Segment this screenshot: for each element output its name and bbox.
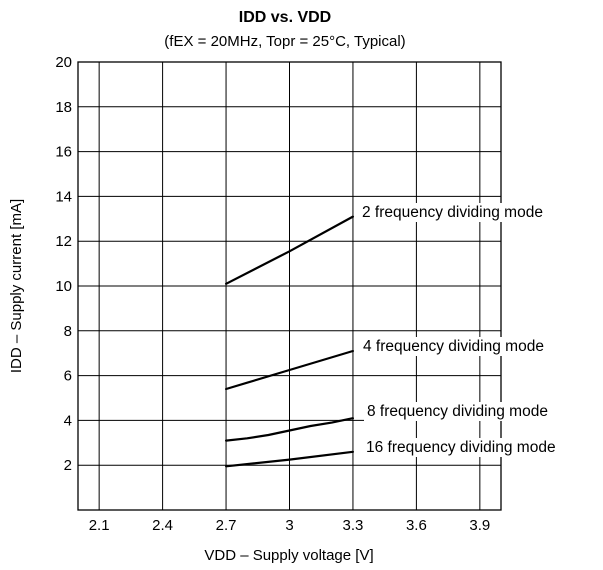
series-line	[225, 417, 354, 442]
x-tick-label: 2.4	[152, 517, 173, 534]
plot-border	[77, 61, 502, 511]
series-label-background	[364, 402, 551, 421]
y-axis-label: IDD – Supply current [mA]	[8, 199, 25, 373]
y-axis-tick-labels: 2 4 6 8 10 12 14 16 18 20	[55, 54, 72, 474]
series-line	[225, 450, 354, 468]
y-tick-label: 18	[55, 99, 72, 116]
series-label: 4 frequency dividing mode	[363, 338, 544, 355]
series-lines	[225, 215, 354, 468]
x-tick-label: 2.1	[89, 517, 110, 534]
y-tick-label: 4	[64, 412, 72, 429]
series-label-background	[363, 438, 559, 457]
y-tick-label: 14	[55, 188, 72, 205]
plot-frame	[77, 61, 502, 511]
x-axis-tick-labels: 2.1 2.4 2.7 3 3.3 3.6 3.9	[89, 517, 491, 534]
x-tick-label: 3.3	[343, 517, 364, 534]
x-tick-label: 3	[285, 517, 293, 534]
grid-lines	[78, 62, 501, 510]
y-tick-label: 6	[64, 368, 72, 385]
series-line	[225, 349, 354, 391]
chart-subtitle: (fEX = 20MHz, Topr = 25°C, Typical)	[164, 33, 405, 50]
series-label: 8 frequency dividing mode	[367, 403, 548, 420]
x-axis-label: VDD – Supply voltage [V]	[204, 547, 373, 564]
y-tick-label: 20	[55, 54, 72, 71]
y-tick-label: 16	[55, 144, 72, 161]
y-tick-label: 2	[64, 457, 72, 474]
series-label-background	[360, 337, 547, 356]
x-tick-label: 3.9	[469, 517, 490, 534]
y-tick-label: 10	[55, 278, 72, 295]
x-tick-label: 3.6	[406, 517, 427, 534]
series-label: 2 frequency dividing mode	[362, 204, 543, 221]
series-label-background	[359, 203, 546, 222]
chart-title: IDD vs. VDD	[239, 9, 331, 26]
y-tick-label: 8	[64, 323, 72, 340]
x-tick-label: 2.7	[216, 517, 237, 534]
series-label: 16 frequency dividing mode	[366, 439, 556, 456]
series-line	[225, 215, 354, 285]
series-labels: 2 frequency dividing mode 4 frequency div…	[359, 203, 559, 457]
y-tick-label: 12	[55, 233, 72, 250]
